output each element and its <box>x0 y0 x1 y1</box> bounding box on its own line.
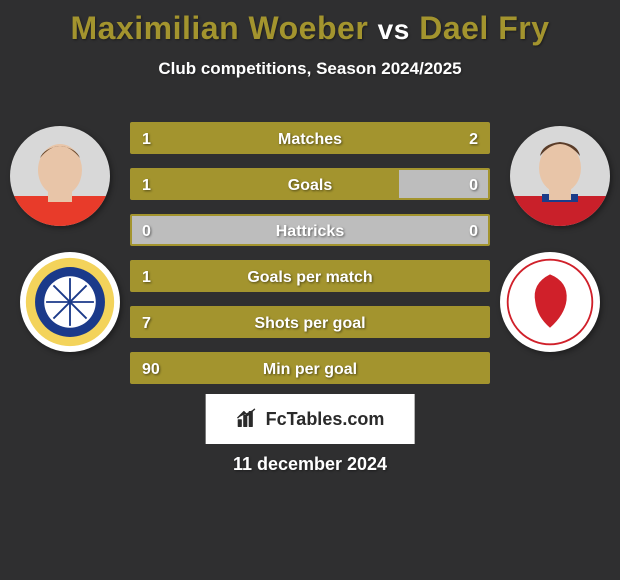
subtitle: Club competitions, Season 2024/2025 <box>0 59 620 79</box>
footer-brand: FcTables.com <box>206 394 415 444</box>
player1-avatar-svg <box>10 126 110 226</box>
stat-row: 90Min per goal <box>130 352 490 384</box>
stat-label: Shots per goal <box>132 308 488 336</box>
comparison-infographic: Maximilian Woeber vs Dael Fry Club compe… <box>0 0 620 580</box>
player2-avatar-svg <box>510 126 610 226</box>
stat-row: 00Hattricks <box>130 214 490 246</box>
player2-photo <box>510 126 610 226</box>
footer-brand-text: FcTables.com <box>266 409 385 430</box>
stat-label: Goals <box>132 170 488 198</box>
player1-crest <box>20 252 120 352</box>
stats-container: 12Matches 10Goals 00Hattricks 1Goals per ma… <box>130 122 490 398</box>
player2-crest <box>500 252 600 352</box>
title: Maximilian Woeber vs Dael Fry <box>0 0 620 47</box>
stat-label: Min per goal <box>132 354 488 382</box>
stat-row: 7Shots per goal <box>130 306 490 338</box>
title-player1: Maximilian Woeber <box>71 10 369 46</box>
title-vs: vs <box>378 14 410 45</box>
title-player2: Dael Fry <box>419 10 549 46</box>
stat-label: Hattricks <box>132 216 488 244</box>
chart-icon <box>236 408 258 430</box>
stat-row: 12Matches <box>130 122 490 154</box>
player1-photo <box>10 126 110 226</box>
stat-label: Goals per match <box>132 262 488 290</box>
stat-row: 10Goals <box>130 168 490 200</box>
stat-label: Matches <box>132 124 488 152</box>
stat-row: 1Goals per match <box>130 260 490 292</box>
crest-right-svg <box>504 256 596 348</box>
crest-left-svg <box>24 256 116 348</box>
date: 11 december 2024 <box>0 454 620 475</box>
